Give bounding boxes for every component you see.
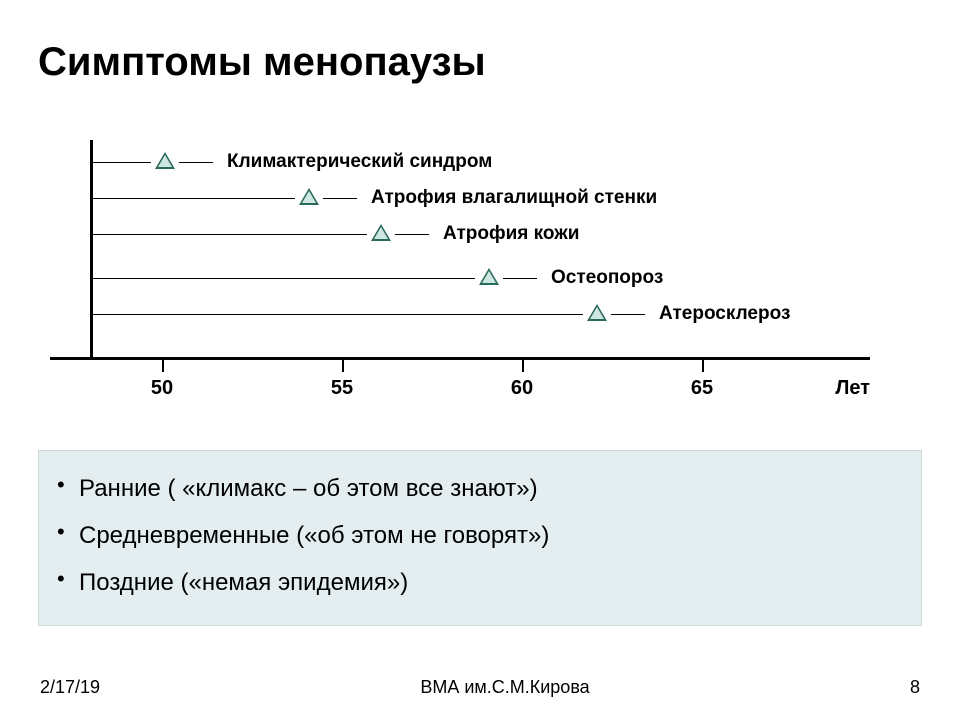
x-tick-label: 65 xyxy=(691,377,713,400)
bullet-item: Ранние ( «климакс – об этом все знают») xyxy=(49,465,911,512)
triangle-marker-icon xyxy=(587,304,607,321)
lead-line xyxy=(93,198,295,199)
footer-center: ВМА им.С.М.Кирова xyxy=(420,677,589,698)
triangle-marker-icon xyxy=(155,152,175,169)
symptom-label: Остеопороз xyxy=(551,267,663,289)
x-axis xyxy=(50,357,870,360)
symptom-row: Климактерический синдром xyxy=(93,148,492,176)
symptom-label: Климактерический синдром xyxy=(227,151,492,173)
lead-line xyxy=(93,314,583,315)
triangle-marker-icon xyxy=(371,224,391,241)
trail-line xyxy=(503,278,537,279)
x-tick xyxy=(342,360,344,372)
trail-line xyxy=(179,162,213,163)
lead-line xyxy=(93,234,367,235)
symptom-label: Атрофия кожи xyxy=(443,223,579,245)
timeline-chart: 50 55 60 65 Лет Климактерический синдром Атр… xyxy=(50,140,870,400)
x-tick xyxy=(702,360,704,372)
trail-line xyxy=(323,198,357,199)
symptom-row: Атеросклероз xyxy=(93,300,790,328)
triangle-marker-icon xyxy=(299,188,319,205)
symptom-label: Атрофия влагалищной стенки xyxy=(371,187,657,209)
footer: 2/17/19 ВМА им.С.М.Кирова 8 xyxy=(0,677,960,698)
x-tick-label: 60 xyxy=(511,377,533,400)
lead-line xyxy=(93,278,475,279)
symptom-label: Атеросклероз xyxy=(659,303,790,325)
trail-line xyxy=(611,314,645,315)
page-title: Симптомы менопаузы xyxy=(38,40,486,85)
symptom-row: Атрофия кожи xyxy=(93,220,579,248)
lead-line xyxy=(93,162,151,163)
bullets-box: Ранние ( «климакс – об этом все знают»)С… xyxy=(38,450,922,626)
triangle-marker-icon xyxy=(479,268,499,285)
x-axis-label: Лет xyxy=(835,377,870,400)
footer-page: 8 xyxy=(910,677,920,698)
x-tick xyxy=(522,360,524,372)
symptom-row: Остеопороз xyxy=(93,264,663,292)
trail-line xyxy=(395,234,429,235)
x-tick-label: 55 xyxy=(331,377,353,400)
x-tick xyxy=(162,360,164,372)
bullets-list: Ранние ( «климакс – об этом все знают»)С… xyxy=(49,465,911,607)
x-tick-label: 50 xyxy=(151,377,173,400)
footer-date: 2/17/19 xyxy=(40,677,100,698)
bullet-item: Поздние («немая эпидемия») xyxy=(49,559,911,606)
bullet-item: Средневременные («об этом не говорят») xyxy=(49,512,911,559)
symptom-row: Атрофия влагалищной стенки xyxy=(93,184,657,212)
